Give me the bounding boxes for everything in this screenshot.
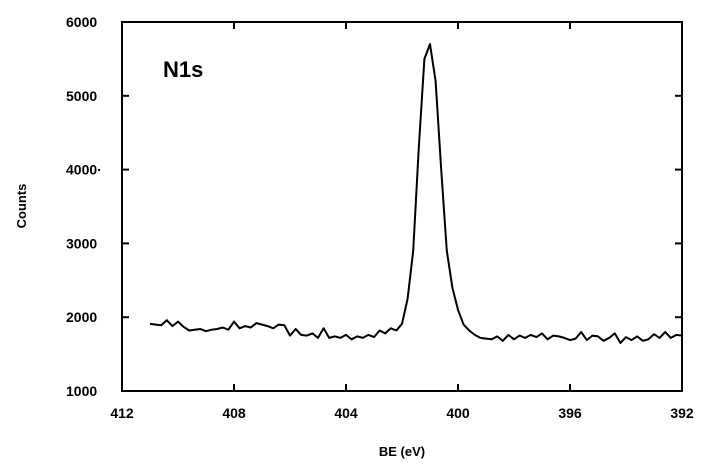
x-axis-label: BE (eV) [379, 444, 425, 459]
x-tick-label: 412 [110, 405, 134, 421]
peak-annotation: N1s [163, 57, 203, 82]
x-tick-label: 408 [222, 405, 246, 421]
y-tick-label: 6000 [66, 14, 97, 30]
y-tick-label: 3000 [66, 235, 97, 251]
x-tick-label: 400 [446, 405, 470, 421]
plot-frame [121, 21, 683, 392]
n1s-spectrum-line [149, 43, 683, 344]
y-tick-label: 4000· [66, 162, 102, 178]
x-tick-label: 396 [558, 405, 582, 421]
x-axis-ticks: 412 408 404 400 396 392 [110, 22, 694, 421]
x-tick-label: 404 [334, 405, 358, 421]
y-axis-ticks: 1000 2000 3000 4000· 5000 6000 [66, 14, 682, 399]
y-axis-label: Counts [14, 184, 29, 229]
x-tick-label: 392 [670, 405, 694, 421]
y-tick-label: 2000 [66, 309, 97, 325]
y-tick-label: 5000 [66, 88, 97, 104]
y-tick-label: 1000 [66, 383, 97, 399]
